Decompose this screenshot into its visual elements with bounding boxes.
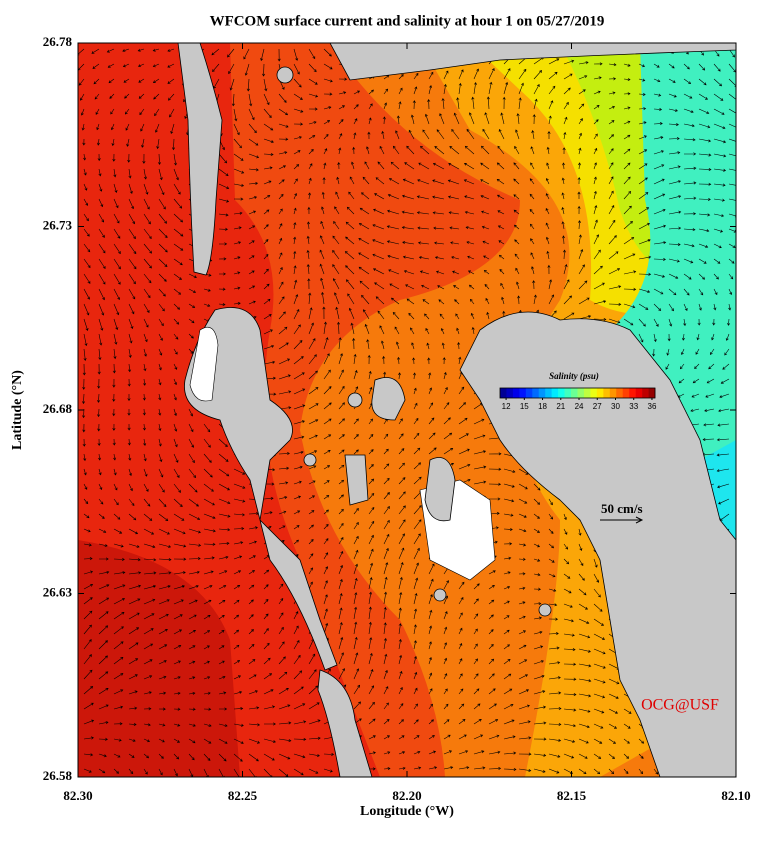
land-islet bbox=[347, 392, 363, 408]
colorbar-tick-label: 12 bbox=[502, 402, 511, 411]
colorbar-tick-label: 15 bbox=[520, 402, 529, 411]
land-islet bbox=[371, 377, 406, 421]
land-islet bbox=[433, 588, 447, 602]
colorbar-tick-label: 33 bbox=[629, 402, 638, 411]
colorbar-cell bbox=[558, 388, 565, 398]
colorbar-cell bbox=[629, 388, 636, 398]
field-dark-red bbox=[78, 540, 240, 777]
y-tick-label: 26.73 bbox=[43, 217, 73, 232]
colorbar-cell bbox=[500, 388, 507, 398]
land-islet bbox=[344, 454, 369, 506]
colorbar-tick-label: 27 bbox=[593, 402, 602, 411]
x-axis-label: Longitude (°W) bbox=[360, 804, 454, 819]
colorbar-tick-label: 36 bbox=[648, 402, 657, 411]
land-islet bbox=[538, 603, 552, 617]
land-islet bbox=[303, 453, 317, 467]
land-north-shore bbox=[329, 43, 736, 81]
y-tick-label: 26.78 bbox=[43, 34, 73, 49]
land-islet bbox=[276, 66, 294, 84]
colorbar-cell bbox=[642, 388, 649, 398]
land-north-island bbox=[177, 43, 223, 276]
y-tick-label: 26.58 bbox=[43, 768, 73, 783]
x-tick-label: 82.15 bbox=[557, 788, 587, 803]
colorbar-cell bbox=[519, 388, 527, 398]
colorbar-cell bbox=[609, 388, 617, 398]
colorbar-cell bbox=[525, 388, 533, 398]
colorbar-cell bbox=[596, 388, 604, 398]
colorbar-cell bbox=[603, 388, 611, 398]
land-south-island bbox=[317, 669, 373, 777]
scale-label: 50 cm/s bbox=[601, 501, 643, 516]
x-tick-label: 82.10 bbox=[721, 788, 750, 803]
colorbar-cell bbox=[512, 388, 520, 398]
colorbar-tick-label: 24 bbox=[575, 402, 584, 411]
land-mainland bbox=[459, 311, 736, 777]
title: WFCOM surface current and salinity at ho… bbox=[210, 13, 605, 29]
x-tick-label: 82.25 bbox=[228, 788, 258, 803]
colorbar-cell bbox=[571, 388, 578, 398]
land-island bbox=[184, 307, 338, 671]
colorbar-cell bbox=[635, 388, 643, 398]
colorbar-cell bbox=[577, 388, 585, 398]
colorbar-cell bbox=[551, 388, 559, 398]
colorbar-cell bbox=[583, 388, 591, 398]
field-cyan bbox=[610, 43, 736, 551]
colorbar-tick-label: 30 bbox=[611, 402, 620, 411]
colorbar-cell bbox=[532, 388, 540, 398]
land-islet bbox=[424, 457, 456, 522]
y-tick-label: 26.63 bbox=[43, 584, 73, 599]
colorbar-title: Salinity (psu) bbox=[549, 371, 599, 381]
colorbar-cell bbox=[545, 388, 552, 398]
land-interior bbox=[189, 326, 219, 402]
colorbar-cell bbox=[648, 388, 656, 398]
y-axis-label: Latitude (°N) bbox=[10, 370, 25, 450]
colorbar-cell bbox=[622, 388, 630, 398]
colorbar-tick-label: 18 bbox=[538, 402, 547, 411]
scale-arrow bbox=[600, 516, 644, 524]
colorbar-cell bbox=[616, 388, 624, 398]
colorbar-cell bbox=[564, 388, 572, 398]
x-tick-label: 82.30 bbox=[63, 788, 92, 803]
colorbar-cell bbox=[506, 388, 514, 398]
colorbar-frame bbox=[499, 387, 656, 399]
credit: OCG@USF bbox=[641, 697, 719, 714]
colorbar-cell bbox=[538, 388, 546, 398]
x-tick-label: 82.20 bbox=[392, 788, 421, 803]
y-tick-label: 26.68 bbox=[43, 401, 73, 416]
colorbar-cell bbox=[590, 388, 598, 398]
colorbar-tick-label: 21 bbox=[556, 402, 565, 411]
salinity-field bbox=[78, 43, 736, 777]
